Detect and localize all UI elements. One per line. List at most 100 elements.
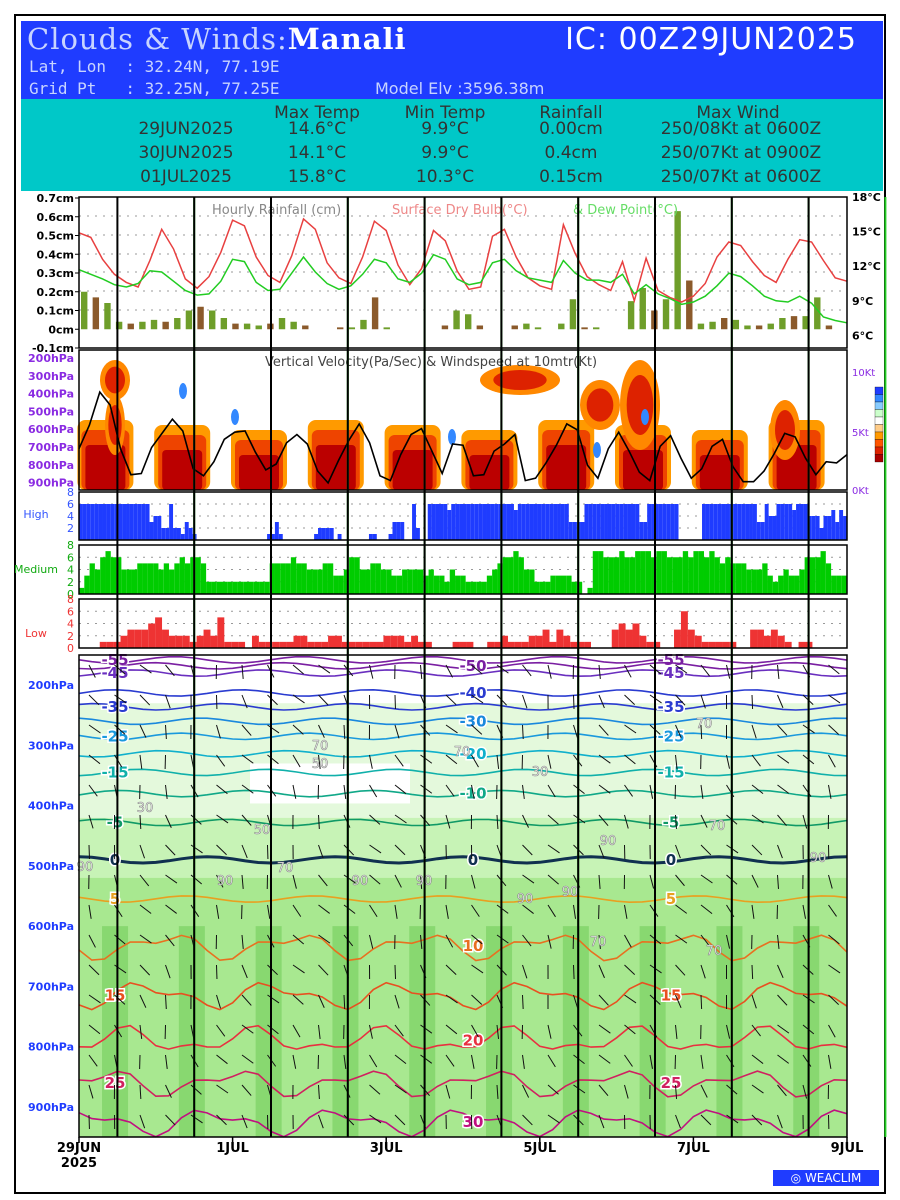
wind-barb	[828, 664, 840, 675]
wind-barb	[241, 754, 254, 764]
wind-barb	[394, 1024, 404, 1037]
high-cloud-bar	[498, 504, 503, 540]
wind-barb	[598, 694, 605, 709]
vv-tick: 800hPa	[28, 459, 74, 472]
wind-barb	[267, 754, 279, 765]
high-cloud-bar	[541, 504, 546, 540]
high-cloud-bar	[459, 504, 463, 540]
medium-cloud-tick: 2	[67, 576, 74, 589]
pressure-tick: 400hPa	[28, 800, 74, 813]
medium-cloud-bar	[433, 575, 440, 594]
wind-barb	[190, 1114, 203, 1124]
row-rain: 0.00cm	[539, 119, 603, 139]
wind-barb	[88, 724, 101, 734]
col-rainfall: Rainfall	[539, 103, 603, 123]
isotherm	[78, 934, 848, 962]
wind-barb	[573, 724, 579, 739]
medium-cloud-bar	[137, 563, 143, 594]
header-band: Clouds & Winds:Manali IC: 00Z29JUN2025 L…	[21, 21, 883, 99]
low-cloud-bar	[528, 635, 536, 648]
low-cloud-bar	[99, 641, 107, 648]
medium-cloud-bar	[656, 551, 662, 594]
vv-tick: 700hPa	[28, 441, 74, 454]
medium-cloud-bar	[121, 569, 127, 594]
high-cloud-bar	[94, 504, 99, 540]
medium-cloud-bar	[481, 581, 487, 594]
wind-barb	[598, 724, 609, 736]
medium-cloud-bar	[396, 575, 403, 594]
medium-cloud-bar	[603, 557, 609, 594]
rain-bar	[825, 325, 833, 330]
rain-bar	[686, 280, 693, 330]
wind-barb	[700, 784, 704, 799]
wind-barb	[547, 1084, 559, 1095]
rh-label: 90	[562, 885, 579, 900]
medium-cloud-bar	[116, 557, 122, 594]
medium-cloud-bar	[486, 575, 493, 594]
high-cloud-bar	[713, 504, 718, 540]
wind-barb	[751, 874, 759, 888]
wind-barb	[598, 754, 611, 764]
wind-barb	[598, 964, 605, 979]
wind-barb	[88, 904, 92, 919]
high-cloud-bar	[412, 504, 416, 540]
medium-cloud-bar	[412, 569, 418, 594]
vv-colorbar	[874, 409, 884, 418]
low-cloud-tick: 0	[67, 642, 74, 655]
rain-bar	[360, 319, 367, 330]
high-cloud-bar	[658, 504, 663, 540]
high-cloud-bar	[278, 534, 283, 540]
wind-barb	[471, 904, 480, 917]
medium-cloud-bar	[190, 557, 196, 594]
wind-barb	[624, 934, 632, 948]
medium-cloud-bar	[407, 569, 413, 594]
wind-barb	[828, 874, 833, 889]
high-cloud-bar	[560, 504, 565, 540]
summary-table: Max Temp Min Temp Rainfall Max Wind 29JU…	[21, 99, 883, 191]
low-cloud-bar	[750, 629, 758, 648]
high-cloud-bar	[827, 516, 832, 540]
wind-barb	[547, 1054, 556, 1068]
wind-barb	[369, 1084, 381, 1095]
high-cloud-bar	[318, 528, 322, 540]
wind-barb	[139, 934, 152, 944]
wind-barb	[700, 844, 712, 856]
high-cloud-bar	[321, 528, 326, 540]
wind-barb	[165, 874, 178, 884]
wind-barb	[241, 724, 252, 736]
temp-tick: 6°C	[852, 329, 873, 342]
wind-barb	[292, 664, 305, 675]
low-cloud-bar	[258, 641, 266, 648]
drybulb-line	[78, 217, 848, 304]
wind-barb	[216, 784, 228, 795]
wind-barb	[369, 1024, 373, 1039]
isotherm-label: 30	[463, 1113, 484, 1131]
wind-barb	[165, 1084, 172, 1098]
medium-cloud-bar	[338, 575, 344, 594]
high-cloud-bar	[600, 504, 605, 540]
wind-barb	[241, 874, 244, 889]
medium-cloud-bar	[110, 557, 117, 594]
medium-cloud-bar	[523, 569, 530, 594]
wind-barb	[241, 664, 244, 679]
pressure-tick: 200hPa	[28, 679, 74, 692]
high-cloud-bar	[415, 528, 420, 540]
wind-barb	[139, 664, 152, 674]
wind-barb	[267, 694, 278, 706]
medium-cloud-bar	[513, 551, 519, 594]
panel-frame	[78, 598, 848, 649]
wind-barb	[726, 664, 731, 679]
medium-cloud-bar	[439, 575, 445, 594]
high-cloud-bar	[529, 504, 534, 540]
low-cloud-bar	[494, 641, 502, 648]
high-cloud-bar	[843, 516, 847, 540]
wind-barb	[471, 694, 484, 704]
medium-cloud-bar	[259, 581, 265, 594]
wind-barb	[292, 754, 301, 768]
high-cloud-bar	[803, 504, 808, 540]
wind-barb	[777, 964, 784, 979]
low-cloud-bar	[314, 641, 322, 648]
wind-barb	[624, 814, 629, 829]
medium-cloud-bar	[794, 575, 800, 594]
wind-barb	[88, 814, 94, 829]
